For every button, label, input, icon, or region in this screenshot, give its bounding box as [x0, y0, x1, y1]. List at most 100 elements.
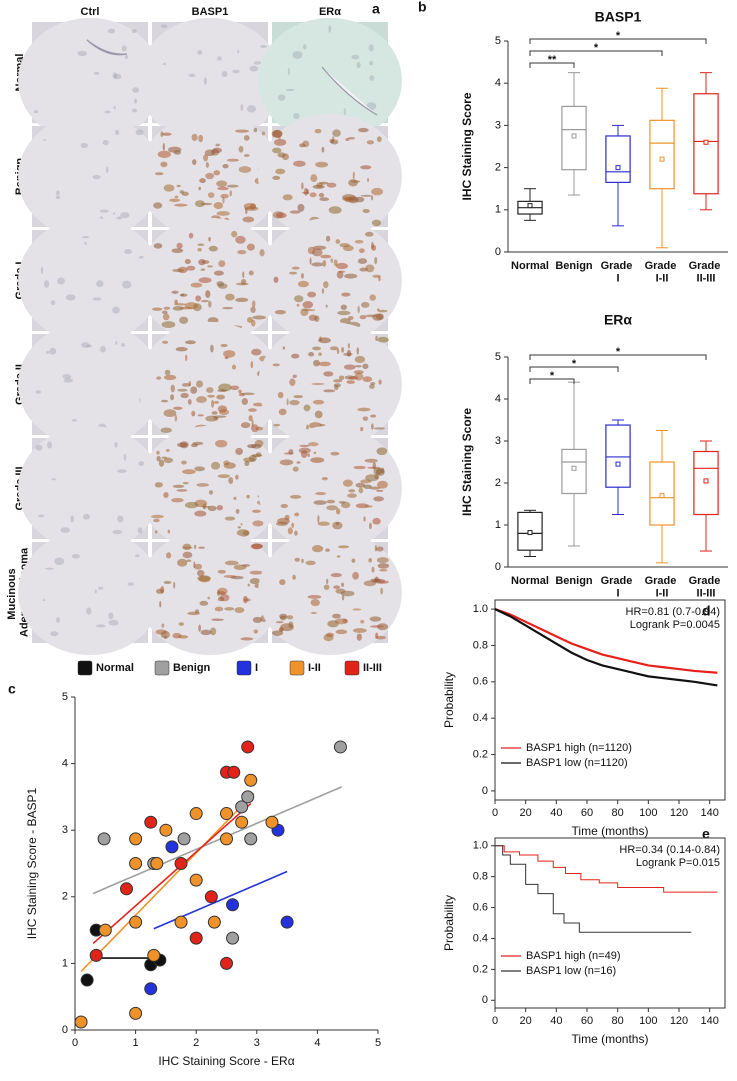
y-tick-label: 5: [495, 35, 501, 47]
tissue-detail: [376, 480, 388, 489]
tissue-detail: [246, 105, 257, 113]
tissue-detail: [251, 543, 263, 550]
mean: [703, 139, 709, 145]
tissue-detail: [42, 599, 46, 602]
tissue-detail: [105, 166, 109, 174]
tissue-detail: [207, 596, 211, 600]
tissue-detail: [176, 184, 181, 188]
tissue-detail: [288, 449, 294, 455]
point: [244, 832, 258, 846]
y-tick-label: 1: [62, 957, 68, 969]
x-tick-label: Benign: [555, 575, 593, 587]
tissue-section: [258, 529, 402, 656]
tissue-detail: [292, 374, 297, 378]
tissue-detail: [280, 503, 288, 509]
tissue-detail: [99, 345, 106, 353]
tissue-detail: [194, 466, 206, 472]
tissue-detail: [313, 451, 317, 455]
tissue-detail: [312, 245, 327, 250]
tissue-detail: [293, 113, 300, 120]
annotation: HR=0.34 (0.14-0.84): [619, 844, 720, 856]
tissue-detail: [294, 530, 298, 536]
tissue-detail: [354, 355, 366, 364]
tissue-detail: [375, 335, 378, 342]
tissue-detail: [317, 515, 320, 523]
tissue-detail: [240, 523, 243, 526]
significance-label: *: [572, 358, 577, 370]
x-tick-label: 140: [700, 807, 718, 819]
tissue-detail: [84, 241, 87, 245]
chart-title: BASP1: [595, 9, 642, 25]
tissue-detail: [177, 635, 189, 639]
tissue-detail: [362, 363, 369, 370]
tissue-detail: [372, 274, 381, 278]
tissue-detail: [121, 45, 127, 52]
tissue-detail: [194, 200, 205, 208]
point: [174, 857, 188, 870]
tissue-detail: [366, 140, 375, 145]
tissue-detail: [271, 630, 284, 636]
tissue-detail: [291, 266, 300, 270]
tissue-detail: [357, 305, 360, 314]
tissue-detail: [117, 469, 127, 473]
mean: [615, 461, 621, 467]
tissue-detail: [326, 499, 336, 504]
tissue-detail: [190, 282, 203, 288]
point: [74, 1015, 88, 1029]
tissue-detail: [248, 415, 253, 422]
significance-bracket: [529, 378, 575, 384]
tissue-detail: [377, 336, 389, 343]
tissue-detail: [224, 560, 239, 566]
tissue-detail: [360, 165, 372, 170]
survival-curve: [495, 845, 718, 893]
tissue-detail: [114, 129, 120, 136]
tissue-section: [138, 529, 282, 656]
tissue-detail: [134, 554, 140, 558]
column-label: BASP1: [192, 6, 229, 18]
tissue-detail: [377, 580, 389, 584]
tissue-detail: [352, 171, 355, 180]
tissue-detail: [161, 321, 176, 329]
tissue-detail: [371, 187, 384, 196]
tissue-detail: [312, 346, 322, 351]
tissue-detail: [252, 315, 267, 320]
tissue-detail: [353, 370, 364, 375]
tissue-detail: [275, 168, 286, 175]
tissue-detail: [367, 177, 370, 183]
tissue-detail: [224, 516, 236, 521]
tissue-detail: [352, 628, 367, 633]
tissue-detail: [182, 481, 189, 485]
tissue-detail: [246, 317, 253, 323]
tissue-detail: [311, 545, 324, 553]
x-tick-label: Grade II-III: [689, 575, 724, 600]
tissue-detail: [277, 391, 284, 399]
box: [561, 448, 587, 495]
tissue-detail: [296, 461, 301, 464]
tissue-detail: [65, 294, 76, 301]
tissue-detail: [238, 145, 244, 153]
tissue-detail: [160, 427, 172, 433]
tissue-detail: [222, 196, 225, 204]
tissue-detail: [196, 380, 204, 388]
tissue-detail: [301, 558, 304, 564]
x-tick-label: 1: [133, 1037, 139, 1049]
tissue-detail: [315, 161, 329, 168]
tissue-detail: [161, 456, 168, 459]
tissue-detail: [326, 182, 337, 188]
tissue-detail: [114, 441, 118, 448]
legend-swatch: [77, 660, 93, 676]
tissue-detail: [70, 515, 74, 523]
tissue-detail: [218, 260, 226, 268]
tissue-detail: [213, 270, 224, 276]
tissue-detail: [347, 343, 351, 349]
tissue-detail: [50, 300, 56, 306]
tissue-section: [258, 321, 402, 448]
tissue-detail: [360, 619, 365, 624]
tissue-detail: [371, 244, 377, 251]
tissue-detail: [112, 306, 120, 314]
tissue-detail: [247, 408, 257, 412]
tissue-detail: [173, 150, 182, 155]
tissue-detail: [314, 315, 320, 322]
tissue-detail: [156, 455, 161, 462]
tissue-detail: [335, 522, 340, 526]
